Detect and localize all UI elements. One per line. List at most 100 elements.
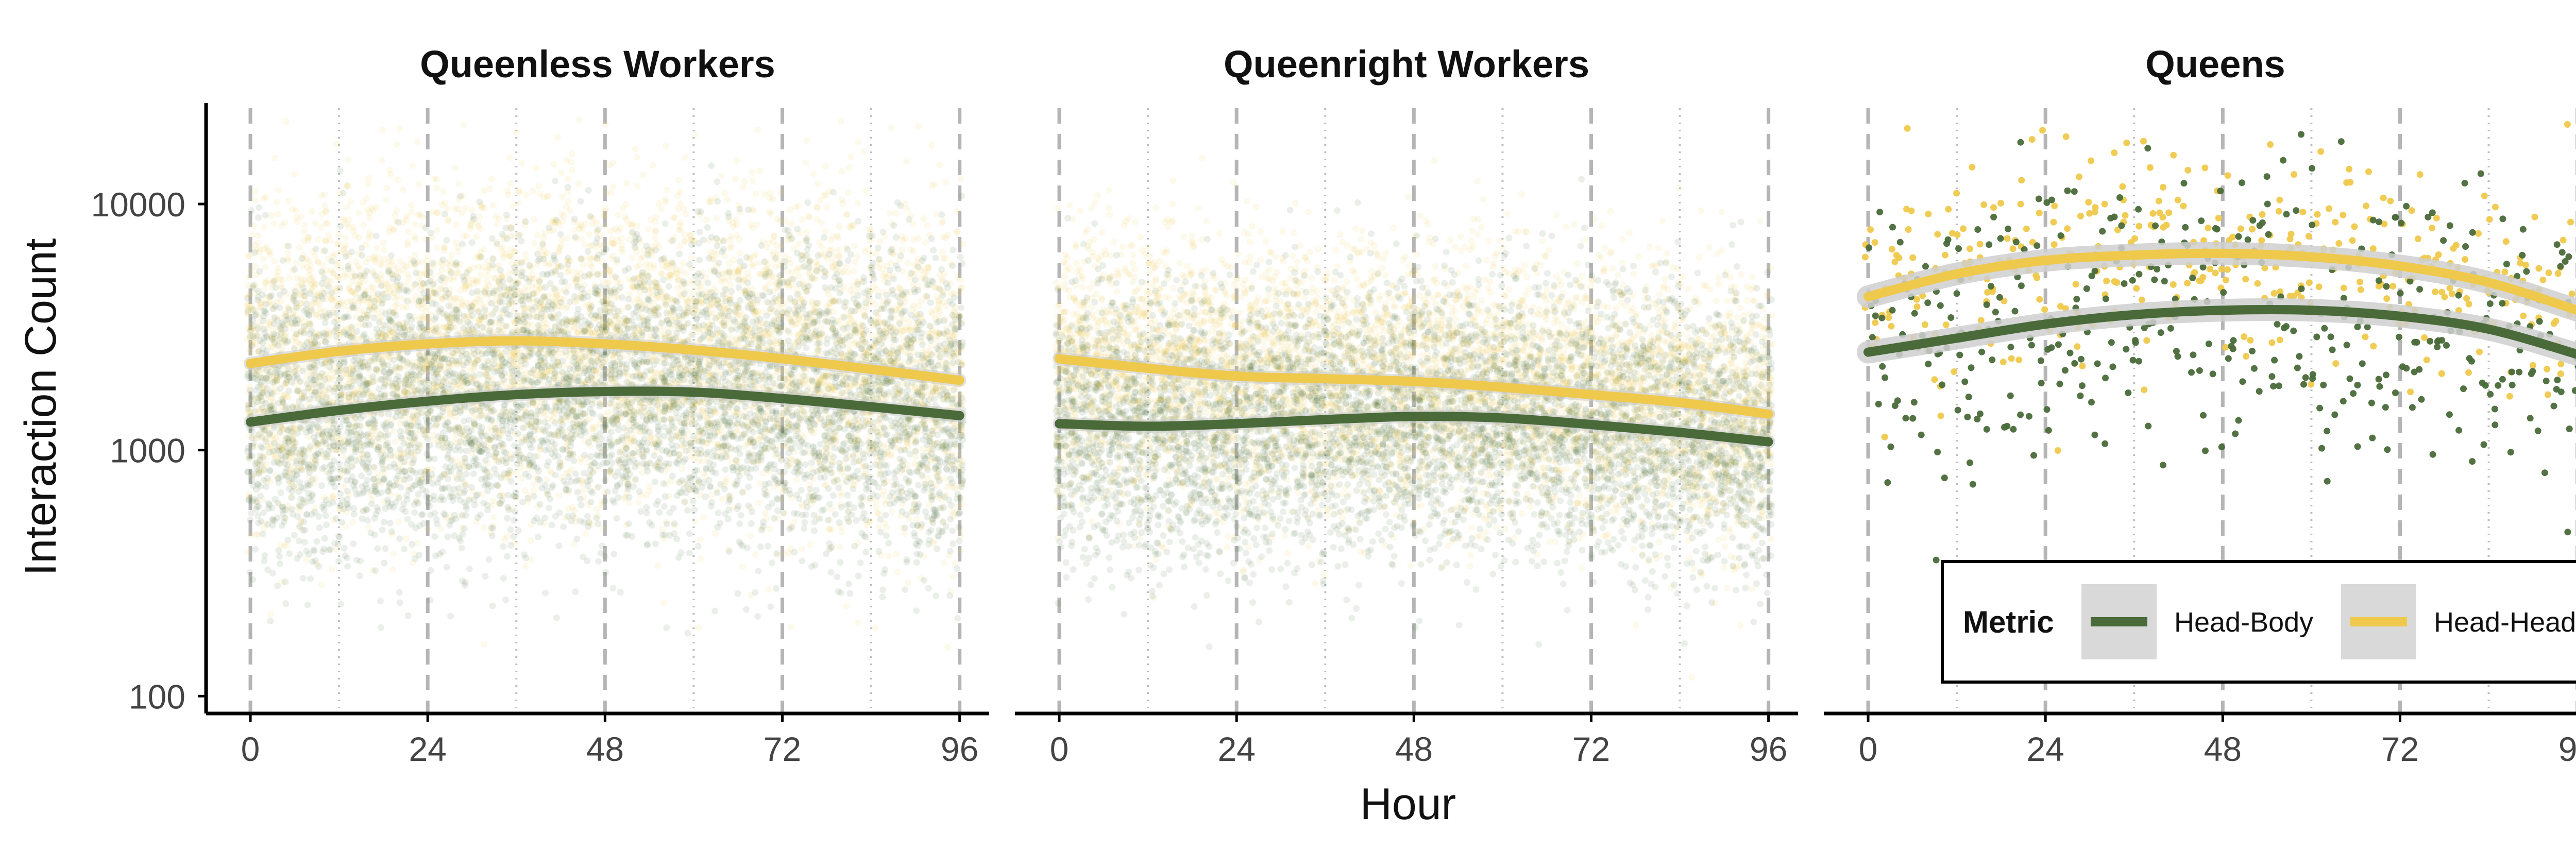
point-head-head xyxy=(285,451,292,458)
point-head-head xyxy=(366,229,373,236)
point-head-head xyxy=(245,311,252,318)
point-head-head xyxy=(268,343,276,350)
point-head-head xyxy=(270,333,278,341)
point-head-head xyxy=(279,426,286,433)
point-head-head xyxy=(676,189,684,196)
point-head-head xyxy=(653,240,660,247)
point-head-head xyxy=(281,333,288,340)
point-head-head xyxy=(341,245,348,252)
point-head-head xyxy=(438,266,446,273)
point-head-head xyxy=(460,232,467,240)
point-head-head xyxy=(249,332,256,339)
point-head-head xyxy=(564,234,571,242)
point-head-head xyxy=(719,496,726,503)
point-head-head xyxy=(904,260,911,267)
point-head-head xyxy=(663,143,670,150)
point-head-head xyxy=(249,325,257,332)
point-head-head xyxy=(578,222,585,229)
point-head-head xyxy=(782,217,789,225)
point-head-head xyxy=(284,502,291,509)
point-head-head xyxy=(264,370,272,378)
point-head-head xyxy=(246,252,253,260)
point-head-head xyxy=(618,246,625,253)
point-head-head xyxy=(291,454,298,461)
point-head-head xyxy=(400,267,406,274)
point-head-head xyxy=(244,335,251,343)
point-head-head xyxy=(315,236,322,243)
point-head-head xyxy=(645,225,652,232)
point-head-head xyxy=(273,199,280,206)
point-head-head xyxy=(287,480,294,487)
point-head-head xyxy=(256,303,263,310)
point-head-head xyxy=(845,189,852,196)
point-head-head xyxy=(284,394,291,401)
point-head-head xyxy=(506,154,513,161)
point-head-head xyxy=(281,542,288,549)
point-head-head xyxy=(269,436,276,443)
point-head-head xyxy=(657,270,665,277)
point-head-head xyxy=(816,239,823,246)
point-head-head xyxy=(284,313,292,319)
point-head-head xyxy=(370,284,377,291)
point-head-head xyxy=(327,237,334,244)
point-head-head xyxy=(602,121,609,128)
point-head-head xyxy=(364,180,371,188)
point-head-head xyxy=(805,212,812,219)
point-head-head xyxy=(617,225,624,232)
point-head-head xyxy=(814,204,821,211)
point-head-head xyxy=(263,244,270,251)
point-head-head xyxy=(336,241,343,247)
point-head-head xyxy=(280,393,287,400)
point-head-head xyxy=(472,233,480,241)
point-head-head xyxy=(673,269,681,277)
point-head-head xyxy=(256,371,263,379)
point-head-head xyxy=(756,167,763,174)
point-head-head xyxy=(452,221,460,228)
point-head-head xyxy=(291,364,298,371)
point-head-head xyxy=(269,344,276,351)
point-head-head xyxy=(293,275,300,282)
point-head-head xyxy=(244,301,251,309)
point-head-head xyxy=(845,269,852,276)
point-head-head xyxy=(256,348,263,355)
point-head-head xyxy=(734,269,741,277)
point-head-head xyxy=(253,271,260,279)
point-head-head xyxy=(713,215,720,222)
point-head-head xyxy=(373,204,380,211)
point-head-head xyxy=(533,164,540,172)
point-head-head xyxy=(335,231,343,238)
point-head-head xyxy=(615,211,622,218)
point-head-head xyxy=(887,452,894,459)
point-head-head xyxy=(294,386,301,393)
point-head-head xyxy=(766,209,773,216)
point-head-head xyxy=(646,483,653,490)
point-head-head xyxy=(652,234,659,241)
point-head-head xyxy=(268,280,276,287)
point-head-head xyxy=(272,379,279,385)
point-head-head xyxy=(899,246,906,253)
point-head-head xyxy=(257,245,264,252)
point-head-head xyxy=(263,407,270,415)
point-head-head xyxy=(822,228,829,235)
point-head-head xyxy=(543,476,550,483)
point-head-head xyxy=(246,273,253,280)
point-head-head xyxy=(266,430,274,437)
point-head-head xyxy=(651,228,658,235)
point-head-head xyxy=(674,284,681,292)
point-head-head xyxy=(284,304,292,311)
point-head-head xyxy=(257,455,264,462)
point-head-head xyxy=(278,400,285,407)
point-head-head xyxy=(248,320,255,327)
point-head-head xyxy=(286,466,293,473)
point-head-head xyxy=(535,182,542,190)
point-head-head xyxy=(732,176,739,183)
point-head-head xyxy=(451,164,459,172)
point-head-head xyxy=(496,215,502,222)
point-head-head xyxy=(292,313,299,320)
point-head-head xyxy=(287,443,294,450)
point-head-head xyxy=(377,261,384,268)
point-head-head xyxy=(374,470,381,478)
point-head-head xyxy=(259,497,266,504)
point-head-head xyxy=(575,180,582,187)
point-head-head xyxy=(254,332,261,339)
